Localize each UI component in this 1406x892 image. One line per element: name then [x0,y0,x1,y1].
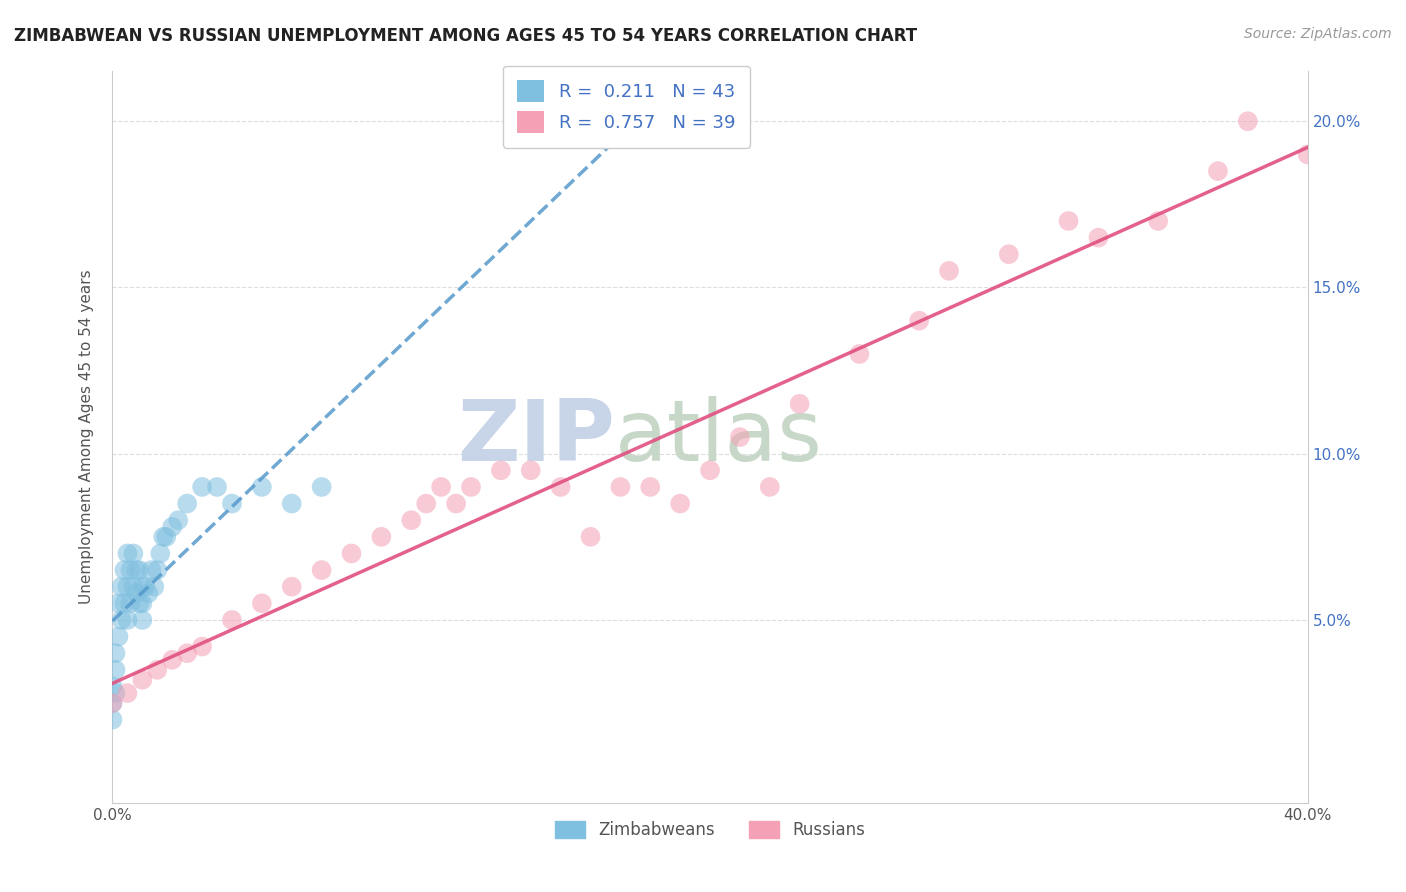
Point [131,596,153,610]
Point [728,430,751,444]
Point [669,497,692,511]
Point [125,586,148,600]
Point [908,314,931,328]
Point [640,480,662,494]
Point [550,480,572,494]
Point [143,580,166,594]
Point [250,596,273,610]
Point [149,546,172,560]
Point [1057,214,1080,228]
Point [759,480,782,494]
Point [1296,147,1319,161]
Point [128,563,150,577]
Point [101,696,124,710]
Point [152,530,174,544]
Point [117,613,139,627]
Point [938,264,960,278]
Point [430,480,453,494]
Point [138,586,160,600]
Point [699,463,721,477]
Point [117,686,139,700]
Point [104,646,127,660]
Point [131,580,153,594]
Point [107,596,129,610]
Point [401,513,423,527]
Point [134,580,156,594]
Text: atlas: atlas [614,395,823,479]
Point [104,686,127,700]
Point [101,713,124,727]
Point [110,580,132,594]
Text: ZIP: ZIP [457,395,614,479]
Point [101,680,124,694]
Point [848,347,870,361]
Point [110,613,132,627]
Point [579,530,602,544]
Point [520,463,543,477]
Point [146,563,169,577]
Point [191,640,214,654]
Point [415,497,437,511]
Point [155,530,177,544]
Point [117,546,139,560]
Point [162,653,183,667]
Text: ZIMBABWEAN VS RUSSIAN UNEMPLOYMENT AMONG AGES 45 TO 54 YEARS CORRELATION CHART: ZIMBABWEAN VS RUSSIAN UNEMPLOYMENT AMONG… [14,27,917,45]
Point [221,613,243,627]
Y-axis label: Unemployment Among Ages 45 to 54 years: Unemployment Among Ages 45 to 54 years [79,269,94,605]
Point [250,480,273,494]
Point [205,480,228,494]
Point [117,580,139,594]
Point [370,530,392,544]
Point [176,646,198,660]
Point [1147,214,1170,228]
Point [122,546,145,560]
Point [167,513,190,527]
Point [125,563,148,577]
Point [120,596,142,610]
Point [609,480,631,494]
Point [101,696,124,710]
Point [281,580,304,594]
Point [114,563,135,577]
Point [114,596,135,610]
Point [131,673,153,687]
Point [1206,164,1229,178]
Point [104,663,127,677]
Point [998,247,1021,261]
Point [311,563,333,577]
Point [146,663,169,677]
Point [1237,114,1260,128]
Point [1087,230,1109,244]
Point [122,580,145,594]
Point [191,480,214,494]
Point [141,563,163,577]
Point [128,596,150,610]
Point [789,397,811,411]
Point [176,497,198,511]
Point [221,497,243,511]
Point [311,480,333,494]
Legend: Zimbabweans, Russians: Zimbabweans, Russians [548,814,872,846]
Point [340,546,363,560]
Point [107,630,129,644]
Text: Source: ZipAtlas.com: Source: ZipAtlas.com [1244,27,1392,41]
Point [281,497,304,511]
Point [460,480,482,494]
Point [162,520,183,534]
Point [131,613,153,627]
Point [120,563,142,577]
Point [489,463,512,477]
Point [444,497,467,511]
